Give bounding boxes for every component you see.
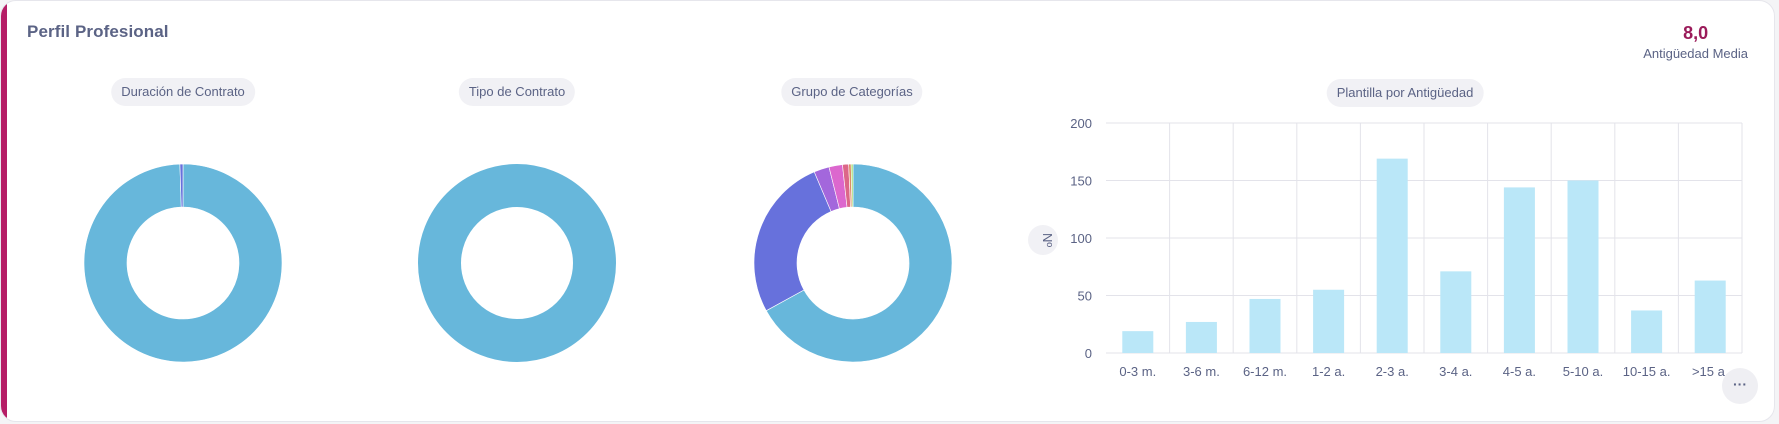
donut-chart-duracion-contrato[interactable] — [83, 161, 283, 365]
x-tick-label: 2-3 a. — [1376, 364, 1409, 379]
kpi-value: 8,0 — [1683, 23, 1709, 43]
y-axis-label: Nº — [1040, 233, 1055, 247]
bar[interactable] — [1185, 321, 1217, 353]
y-tick-label: 150 — [1070, 174, 1092, 189]
donut-slice[interactable] — [83, 163, 283, 363]
donut-slice[interactable] — [765, 163, 953, 363]
bar[interactable] — [1567, 180, 1599, 354]
bar[interactable] — [1503, 187, 1535, 353]
bar[interactable] — [1631, 310, 1663, 353]
donut-chart-tipo-contrato[interactable] — [417, 161, 617, 365]
bar[interactable] — [1376, 158, 1408, 353]
x-tick-label: 5-10 a. — [1563, 364, 1603, 379]
donut-slice[interactable] — [753, 171, 832, 312]
y-tick-label: 50 — [1078, 289, 1092, 304]
x-tick-label: 3-6 m. — [1183, 364, 1220, 379]
kpi-antiguedad-media: 8,0 Antigüedad Media — [1643, 22, 1748, 62]
x-tick-label: 4-5 a. — [1503, 364, 1536, 379]
y-axis-label-pill — [1028, 225, 1058, 255]
donut-title-tipo-contrato: Tipo de Contrato — [458, 78, 576, 106]
x-tick-label: >15 a. — [1692, 364, 1729, 379]
x-tick-label: 6-12 m. — [1243, 364, 1287, 379]
x-tick-label: 3-4 a. — [1439, 364, 1472, 379]
more-options-button[interactable]: ··· — [1722, 368, 1758, 404]
bar[interactable] — [1313, 289, 1345, 353]
donut-title-duracion-contrato: Duración de Contrato — [111, 78, 255, 106]
bar[interactable] — [1249, 298, 1281, 353]
x-tick-label: 0-3 m. — [1119, 364, 1156, 379]
bar[interactable] — [1440, 271, 1472, 353]
donut-title-grupo-categorias: Grupo de Categorías — [781, 78, 923, 106]
x-tick-label: 10-15 a. — [1623, 364, 1671, 379]
bar[interactable] — [1694, 280, 1726, 353]
x-tick-label: 1-2 a. — [1312, 364, 1345, 379]
y-tick-label: 200 — [1070, 116, 1092, 131]
y-tick-label: 100 — [1070, 231, 1092, 246]
bar[interactable] — [1122, 331, 1154, 353]
donut-chart-grupo-categorias[interactable] — [753, 161, 953, 365]
donut-slice[interactable] — [850, 163, 854, 208]
more-horizontal-icon: ··· — [1733, 376, 1747, 392]
donut-slice[interactable] — [179, 163, 184, 208]
card-accent-bar — [1, 1, 7, 421]
bar-chart-title: Plantilla por Antigüedad — [1326, 79, 1484, 107]
card-title: Perfil Profesional — [27, 22, 169, 41]
y-tick-label: 0 — [1085, 346, 1092, 361]
kpi-label: Antigüedad Media — [1643, 46, 1748, 61]
bar-chart-plantilla-antiguedad[interactable]: 0 50 100 150 200 0-3 m. 3-6 m. 6-12 m. 1-2 a. 2-3… — [1021, 101, 1761, 401]
donut-slice[interactable] — [418, 164, 616, 362]
